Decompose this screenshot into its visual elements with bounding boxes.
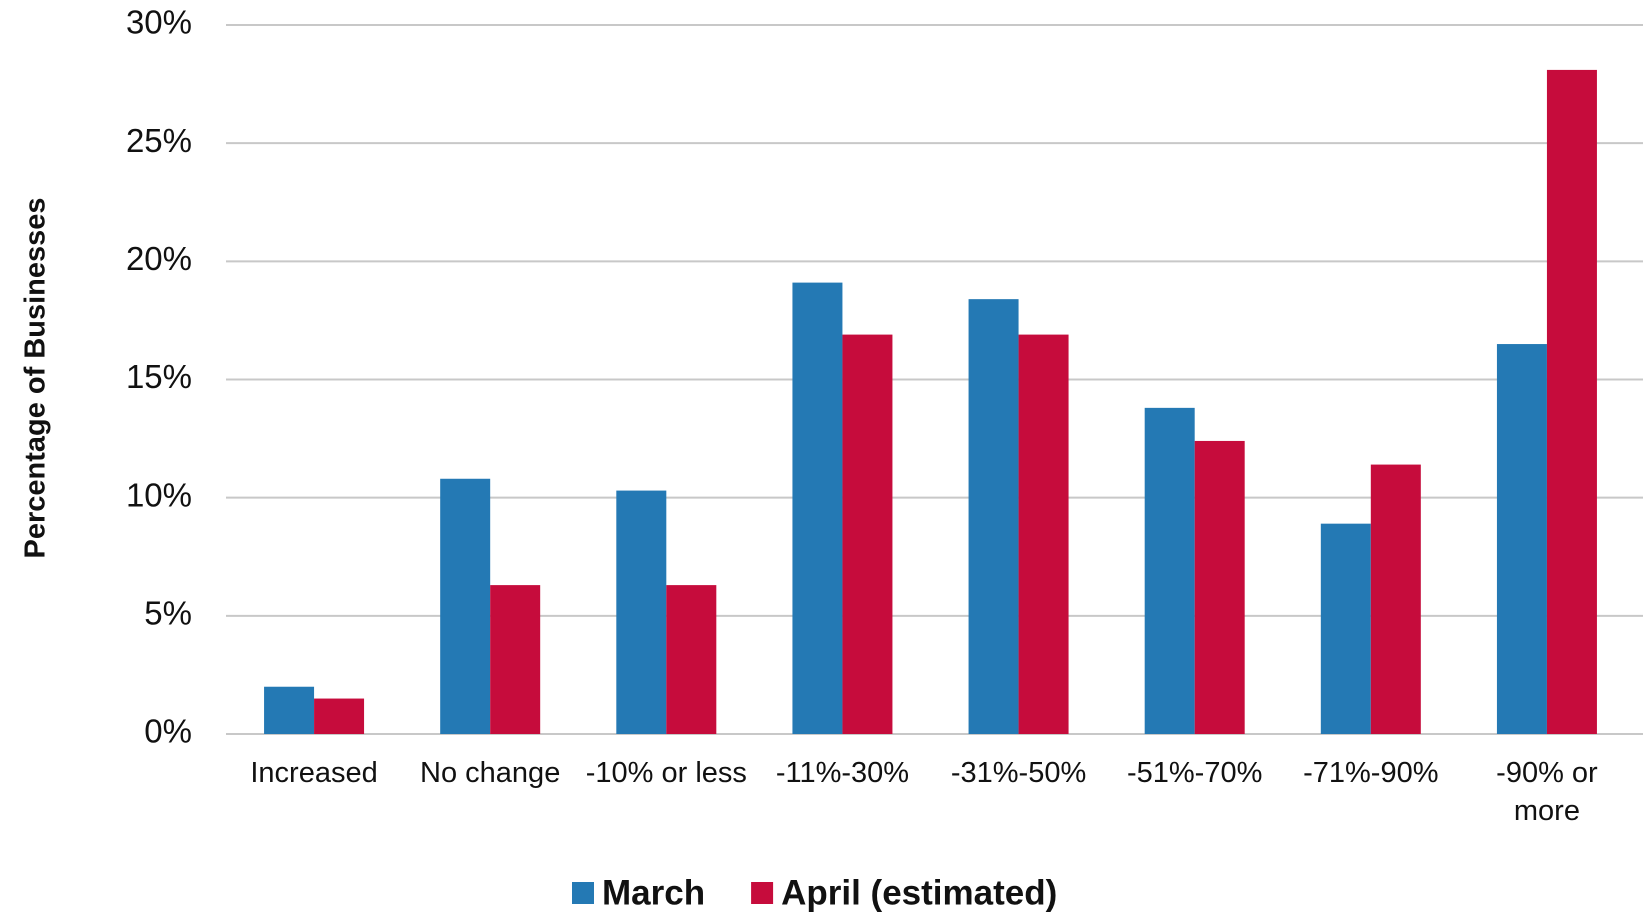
bar	[1194, 440, 1245, 734]
y-tick-label: 30%	[126, 4, 192, 41]
x-tick-label: -31%-50%	[950, 757, 1087, 789]
bar	[842, 334, 893, 734]
x-tick-label: -10% or less	[585, 757, 747, 789]
y-tick-label: 10%	[126, 476, 192, 513]
bar	[666, 585, 717, 734]
legend-swatch	[572, 882, 594, 904]
x-tick-label: -71%-90%	[1303, 757, 1439, 789]
x-tick-label: Increased	[250, 757, 378, 789]
y-tick-label: 15%	[126, 358, 192, 395]
y-tick-label: 0%	[144, 713, 192, 750]
y-tick-label: 25%	[126, 122, 192, 159]
legend-label: March	[602, 873, 705, 912]
bar	[1370, 464, 1421, 734]
x-tick-label: -90% or more	[1496, 757, 1598, 827]
y-tick-label: 20%	[126, 240, 192, 277]
bar	[490, 585, 541, 734]
x-tick-label: No change	[420, 757, 561, 789]
bar	[1018, 334, 1069, 734]
x-tick-label: -11%-30%	[775, 757, 910, 789]
bar	[616, 490, 667, 734]
bar	[440, 478, 491, 734]
bar	[968, 299, 1019, 734]
legend-swatch	[751, 882, 774, 904]
bar	[1144, 407, 1195, 734]
bar	[1320, 523, 1371, 734]
bar	[264, 686, 315, 734]
bar	[1546, 69, 1597, 735]
x-tick-label: -51%-70%	[1126, 757, 1263, 789]
legend-label: April (estimated)	[781, 873, 1057, 912]
bar	[1496, 344, 1547, 734]
bar	[314, 698, 365, 734]
y-axis-label: Percentage of Businesses	[20, 197, 52, 558]
y-tick-label: 5%	[144, 595, 192, 632]
bar	[792, 282, 843, 734]
